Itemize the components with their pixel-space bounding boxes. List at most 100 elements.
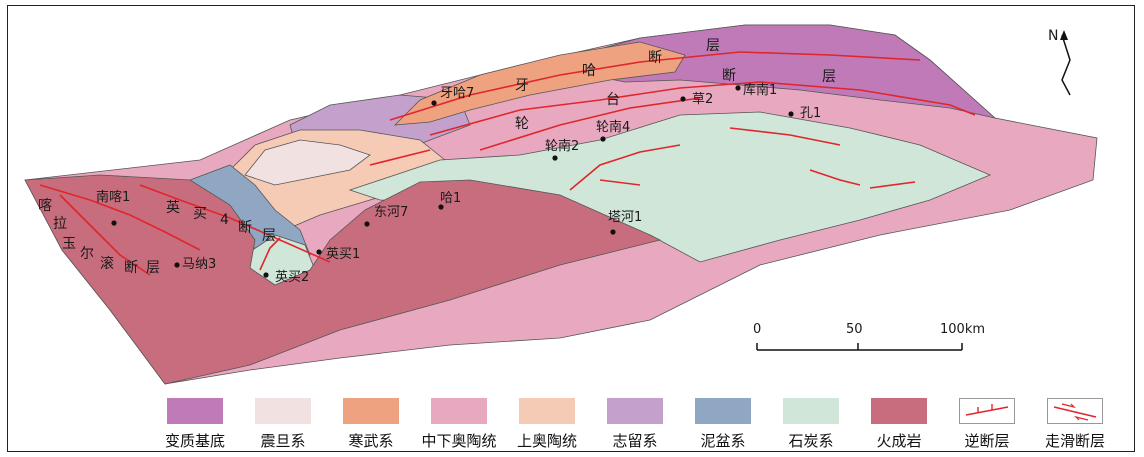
fault-label-char: 层 xyxy=(262,228,276,244)
fault-label-char: 拉 xyxy=(53,216,67,232)
legend-label: 火成岩 xyxy=(876,432,922,450)
north-arrow: N xyxy=(1048,28,1071,96)
map-frame xyxy=(7,5,1135,452)
well-marker xyxy=(552,155,558,161)
well-marker xyxy=(174,262,180,268)
north-label: N xyxy=(1048,28,1058,44)
legend-label: 震旦系 xyxy=(260,432,306,450)
region-igneous xyxy=(24,174,662,385)
scale-tick-0: 0 xyxy=(753,322,761,337)
legend-label: 逆断层 xyxy=(964,432,1010,450)
scale-tick-50: 50 xyxy=(846,322,863,337)
well-label: 英买2 xyxy=(275,270,309,285)
fault-label-char: 英 xyxy=(166,199,180,216)
fault-name-yingmai: 英 买 4 断 层 xyxy=(166,199,276,244)
fault-name-kela: 喀 拉 xyxy=(38,198,67,232)
legend-label: 变质基底 xyxy=(164,432,225,450)
legend-swatch xyxy=(343,398,399,424)
well-marker xyxy=(316,249,322,255)
well-label: 牙哈7 xyxy=(440,86,474,101)
legend-item: 上奥陶统 xyxy=(502,398,592,451)
fault-name-yaha: 牙 哈 断 层 xyxy=(515,38,720,94)
legend-label: 寒武系 xyxy=(348,432,394,450)
fault-label-char: 断 xyxy=(238,220,252,236)
legend-swatch xyxy=(871,398,927,424)
well-marker xyxy=(610,229,616,235)
fault-label-char: 牙 xyxy=(515,78,529,94)
well-marker xyxy=(263,272,269,278)
legend-label: 上奥陶统 xyxy=(516,432,577,450)
legend-swatch xyxy=(167,398,223,424)
well-label: 南喀1 xyxy=(96,189,130,205)
well-marker xyxy=(600,136,606,142)
legend-swatch xyxy=(607,398,663,424)
well-marker xyxy=(788,111,794,117)
legend-item: 火成岩 xyxy=(854,398,944,451)
reverse-faults xyxy=(39,51,976,276)
legend-item: 走滑断层 xyxy=(1030,398,1120,451)
legend-item: 志留系 xyxy=(590,398,680,451)
well-marker xyxy=(680,96,686,102)
fault-label-char: 玉 xyxy=(62,236,76,252)
strike-slip-fault-icon xyxy=(1053,403,1097,421)
legend-item: 中下奥陶统 xyxy=(414,398,504,451)
scale-tick-100km: 100km xyxy=(940,322,985,337)
reverse-fault-icon xyxy=(965,404,1009,416)
well-label: 东河7 xyxy=(374,205,408,220)
fault-label-char: 喀 xyxy=(38,198,52,214)
fault-name-yuerkun: 玉 尔 滚 断 层 xyxy=(62,236,160,276)
well-marker xyxy=(735,85,741,91)
legend-swatch xyxy=(695,398,751,424)
fault-label-char: 断 xyxy=(124,260,138,276)
fault-label-char: 哈 xyxy=(582,63,596,79)
well-marker xyxy=(364,221,370,227)
legend-swatch xyxy=(783,398,839,424)
legend-item: 逆断层 xyxy=(942,398,1032,451)
well-marker xyxy=(438,204,444,210)
well-label: 塔河1 xyxy=(608,210,642,225)
legend-item: 泥盆系 xyxy=(678,398,768,451)
fault-label-char: 尔 xyxy=(80,246,94,262)
well-marker xyxy=(431,100,437,106)
fault-label-char: 买 xyxy=(193,206,207,222)
fault-label-char: 层 xyxy=(706,38,720,54)
fault-label-char: 滚 xyxy=(100,255,114,272)
fault-label-char: 断 xyxy=(648,50,662,66)
legend-label: 中下奥陶统 xyxy=(421,432,497,450)
well-label: 库南1 xyxy=(743,82,777,98)
region-cambrian xyxy=(393,41,686,126)
fault-label-char: 台 xyxy=(606,92,620,108)
well-label: 轮南4 xyxy=(596,119,630,135)
well-label: 英买1 xyxy=(326,247,360,262)
legend-swatch-strike-slip-fault xyxy=(1047,398,1103,424)
legend-label: 石炭系 xyxy=(788,432,834,450)
legend-swatch xyxy=(431,398,487,424)
fault-label-char: 轮 xyxy=(515,116,529,132)
legend: 变质基底 震旦系 寒武系 中下奥陶统 上奥陶统 志留系 泥盆系 石炭系 火成岩 xyxy=(150,398,1110,454)
well-marker xyxy=(111,220,117,226)
well-label: 哈1 xyxy=(440,191,461,206)
legend-swatch-reverse-fault xyxy=(959,398,1015,424)
legend-item: 变质基底 xyxy=(150,398,240,451)
fault-label-char: 层 xyxy=(146,260,160,276)
fault-label-char: 层 xyxy=(822,69,836,85)
legend-swatch xyxy=(255,398,311,424)
fault-label-char: 断 xyxy=(722,68,736,84)
well-label: 马纳3 xyxy=(182,257,216,272)
legend-swatch xyxy=(519,398,575,424)
well-label: 轮南2 xyxy=(545,138,579,154)
scale-bar xyxy=(756,343,963,351)
region-sinian xyxy=(244,139,371,186)
legend-label: 走滑断层 xyxy=(1044,432,1105,450)
legend-item: 寒武系 xyxy=(326,398,416,451)
well-label: 孔1 xyxy=(800,106,821,121)
fault-name-lunnan: 轮 台 断 层 xyxy=(515,68,836,132)
legend-label: 志留系 xyxy=(612,432,658,450)
fault-label-char: 4 xyxy=(220,212,229,228)
legend-item: 震旦系 xyxy=(238,398,328,451)
legend-item: 石炭系 xyxy=(766,398,856,451)
legend-label: 泥盆系 xyxy=(700,432,746,450)
well-label: 草2 xyxy=(692,92,713,107)
wells: 牙哈7 草2 库南1 孔1 轮南4 轮南2 南喀1 东河7 哈1 塔河1 英买1… xyxy=(96,82,821,285)
